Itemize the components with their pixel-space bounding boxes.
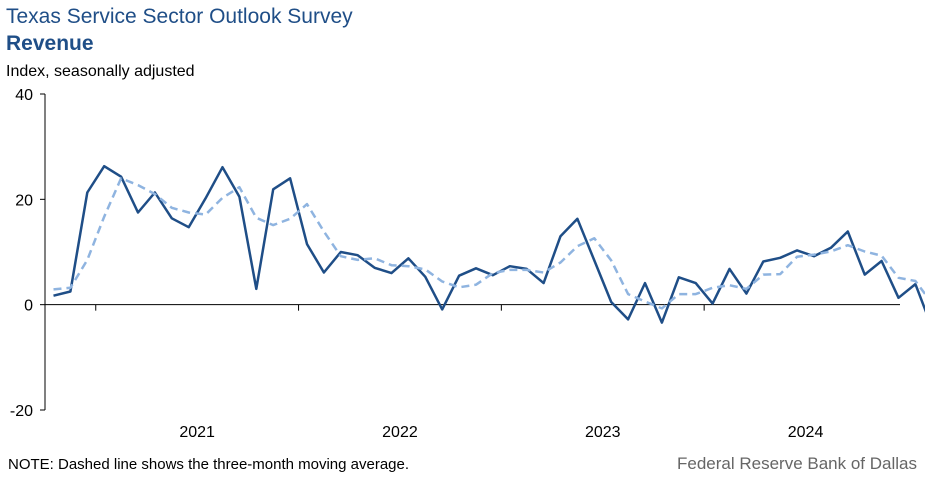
revenue-index-solid-line [53, 164, 925, 324]
footnote: NOTE: Dashed line shows the three-month … [8, 456, 410, 473]
moving-average-dashed-line [53, 177, 925, 310]
x-tick-label: 2024 [788, 424, 824, 441]
source-credit: Federal Reserve Bank of Dallas [676, 454, 917, 473]
x-tick-label: 2022 [382, 424, 418, 441]
chart-labels: -2002040202120222023202420258.6Aug. [10, 87, 824, 441]
chart-subtitle: Revenue [6, 32, 94, 55]
y-tick-label: 20 [15, 192, 33, 209]
chart-series [53, 164, 925, 324]
chart-axes [40, 93, 900, 411]
y-tick-label: 40 [15, 87, 33, 104]
y-axis-units-label: Index, seasonally adjusted [6, 63, 195, 80]
x-tick-label: 2023 [585, 424, 621, 441]
x-tick-label: 2021 [179, 424, 215, 441]
chart-title: Texas Service Sector Outlook Survey [6, 5, 353, 28]
y-tick-label: 0 [24, 298, 33, 315]
y-tick-label: -20 [10, 403, 33, 420]
